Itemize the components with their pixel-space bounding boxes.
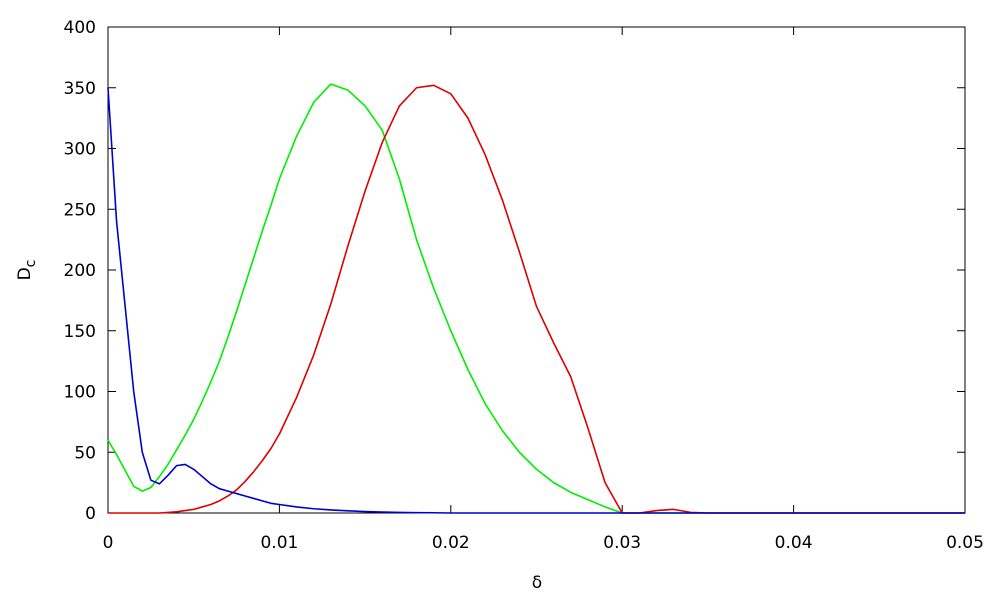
y-axis-label: Dc bbox=[15, 260, 39, 281]
series-line bbox=[107, 87, 965, 514]
x-tick-label: 0.04 bbox=[775, 533, 813, 553]
y-tick-label: 250 bbox=[64, 200, 96, 220]
x-tick-label: 0.03 bbox=[603, 533, 641, 553]
y-axis-label-main: D bbox=[15, 267, 35, 280]
x-axis-label: δ bbox=[532, 573, 542, 593]
x-tick-label: 0 bbox=[103, 533, 114, 553]
series-line bbox=[108, 84, 965, 514]
y-tick-label: 150 bbox=[64, 322, 96, 342]
y-axis-label-sub: c bbox=[23, 260, 39, 268]
x-tick-label: 0.01 bbox=[260, 533, 298, 553]
y-tick-label: 300 bbox=[64, 140, 96, 160]
y-tick-label: 100 bbox=[64, 383, 96, 403]
x-tick-label: 0.05 bbox=[946, 533, 984, 553]
x-tick-label: 0.02 bbox=[432, 533, 470, 553]
y-tick-label: 50 bbox=[74, 443, 96, 463]
y-tick-label: 200 bbox=[64, 261, 96, 281]
y-tick-label: 400 bbox=[64, 18, 96, 38]
y-tick-label: 350 bbox=[64, 79, 96, 99]
plot-border bbox=[107, 26, 966, 514]
y-tick-label: 0 bbox=[85, 504, 96, 524]
series-line bbox=[107, 83, 965, 514]
